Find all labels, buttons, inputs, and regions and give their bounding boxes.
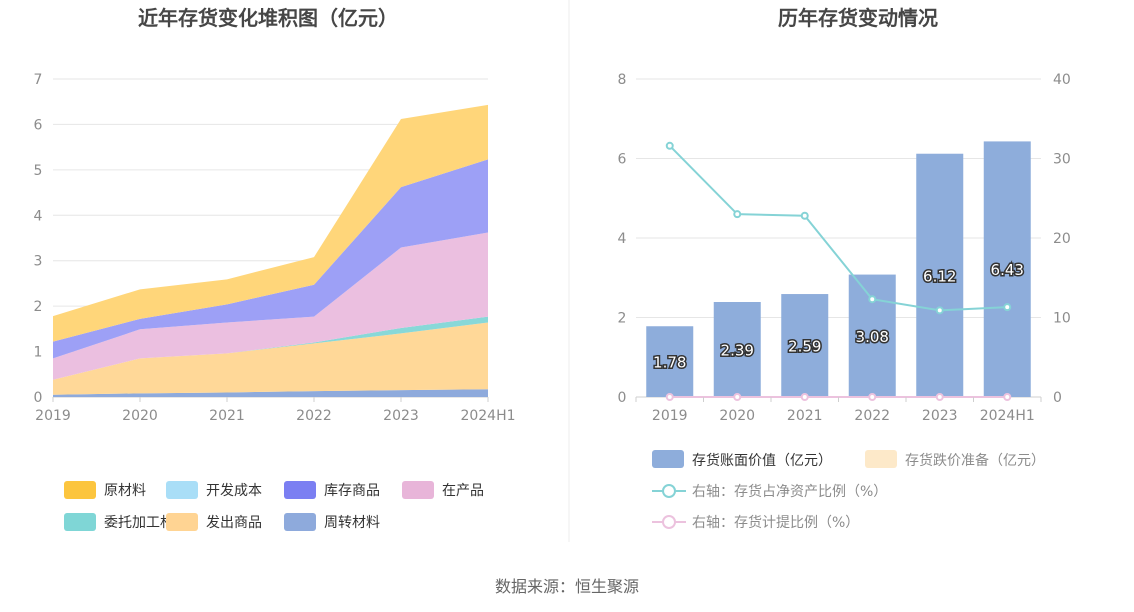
right-right-y-tick-label: 0 — [1053, 390, 1062, 406]
area-周转材料 — [53, 389, 488, 397]
line-point — [665, 141, 674, 150]
right-left-y-tick-label: 4 — [618, 231, 627, 247]
right-bar-labels: 1.78 2.39 2.59 3.08 6.12 6.43 — [652, 260, 1026, 373]
line-point — [935, 306, 944, 315]
legend-label-line-0: 右轴：存货占净资产比例（%） — [692, 483, 887, 500]
bar-value-label: 2.39 — [721, 341, 754, 359]
right-x-tick-label: 2024H1 — [980, 408, 1035, 424]
legend-label-周转材料: 周转材料 — [324, 515, 380, 531]
left-y-tick-label: 7 — [34, 72, 43, 88]
right-x-axis: 2019 2020 2021 2022 2023 2024H1 — [635, 397, 1042, 424]
legend-label-开发成本: 开发成本 — [206, 483, 262, 499]
line-point — [1003, 303, 1012, 312]
line-point — [868, 393, 877, 401]
left-y-tick-label: 2 — [34, 299, 43, 315]
right-x-tick-label: 2022 — [854, 408, 890, 424]
right-x-tick-label: 2023 — [922, 408, 958, 424]
right-x-tick-label: 2019 — [652, 408, 688, 424]
left-x-tick-label: 2024H1 — [460, 408, 515, 424]
line-series-0 — [669, 145, 1008, 312]
line-point — [868, 295, 877, 304]
left-chart-title: 近年存货变化堆积图（亿元） — [138, 6, 398, 30]
legend-line-marker-0 — [662, 484, 676, 498]
line-point — [935, 393, 944, 401]
left-y-tick-label: 0 — [34, 390, 43, 406]
bar-2022 — [848, 274, 896, 397]
left-y-axis: 0 1 2 3 4 5 6 7 — [34, 72, 43, 406]
bar-line-chart: 历年存货变动情况 1.782.39 2.593.086.12 6.43 02468 … — [618, 6, 1071, 531]
line-point — [665, 393, 674, 401]
line-point — [733, 210, 742, 219]
legend-swatch-发出商品 — [166, 513, 198, 531]
left-y-tick-label: 1 — [34, 345, 43, 361]
bar-value-label: 2.59 — [788, 338, 821, 356]
left-x-tick-label: 2023 — [383, 408, 419, 424]
left-y-tick-label: 5 — [34, 163, 43, 179]
legend-swatch-bar-value — [652, 450, 684, 468]
legend-label-line-1: 右轴：存货计提比例（%） — [692, 514, 859, 531]
right-right-y-tick-label: 30 — [1053, 152, 1071, 168]
left-y-tick-label: 3 — [34, 254, 43, 270]
bar-value-label: 6.43 — [991, 261, 1024, 279]
area-原材料 — [53, 104, 488, 342]
area-委托加工材料 — [53, 316, 488, 380]
right-left-y-axis: 0 2 4 6 8 — [618, 72, 627, 406]
area-在产品 — [53, 232, 488, 380]
right-x-tick-label: 2020 — [719, 408, 755, 424]
legend-label-bar-provision: 存货跌价准备（亿元） — [905, 452, 1045, 469]
source-note: 数据来源：恒生聚源 — [495, 577, 639, 596]
left-x-tick-label: 2020 — [122, 408, 158, 424]
left-areas — [53, 104, 488, 397]
left-x-tick-label: 2021 — [209, 408, 245, 424]
bar-value-label: 6.12 — [923, 267, 956, 285]
legend-label-bar-value: 存货账面价值（亿元） — [692, 452, 832, 469]
line-point — [733, 393, 742, 401]
bar-2021 — [781, 294, 829, 397]
legend-swatch-委托加工材料 — [64, 513, 96, 531]
bar-value-label: 1.78 — [653, 354, 686, 372]
legend-line-marker-1 — [662, 515, 676, 529]
right-x-tick-label: 2021 — [787, 408, 823, 424]
legend-label-库存商品: 库存商品 — [324, 483, 380, 499]
right-right-y-tick-label: 40 — [1053, 72, 1071, 88]
bar-2019 — [646, 326, 694, 397]
right-right-y-tick-label: 20 — [1053, 231, 1071, 247]
bar-2024H1 — [983, 141, 1031, 397]
left-x-axis: 2019 2020 2021 2022 2023 2024H1 — [35, 397, 516, 424]
right-left-y-tick-label: 6 — [618, 152, 627, 168]
right-right-y-tick-label: 10 — [1053, 311, 1071, 327]
right-right-y-axis: 0 10 20 30 40 — [1053, 72, 1071, 406]
area-库存商品 — [53, 159, 488, 359]
legend-swatch-库存商品 — [284, 481, 316, 499]
line-point — [800, 211, 809, 220]
legend-label-原材料: 原材料 — [104, 483, 146, 499]
left-x-tick-label: 2022 — [296, 408, 332, 424]
left-y-tick-label: 6 — [34, 117, 43, 133]
bar-2020 — [713, 301, 761, 397]
legend-label-在产品: 在产品 — [442, 483, 484, 499]
bar-value-label: 3.08 — [856, 328, 889, 346]
line-point — [1003, 393, 1012, 401]
right-left-y-tick-label: 8 — [618, 72, 627, 88]
legend-swatch-周转材料 — [284, 513, 316, 531]
left-x-tick-label: 2019 — [35, 408, 71, 424]
legend-label-发出商品: 发出商品 — [206, 515, 262, 531]
line-point — [800, 393, 809, 401]
right-bars — [646, 141, 1031, 397]
right-left-y-tick-label: 0 — [618, 390, 627, 406]
legend-swatch-开发成本 — [166, 481, 198, 499]
right-legend[interactable]: 存货账面价值（亿元） 存货跌价准备（亿元） 右轴：存货占净资产比例（%） 右轴：存货计… — [652, 450, 1045, 531]
legend-swatch-在产品 — [402, 481, 434, 499]
right-left-y-tick-label: 2 — [618, 311, 627, 327]
bar-2023 — [916, 153, 964, 397]
right-chart-title: 历年存货变动情况 — [778, 6, 938, 30]
legend-swatch-原材料 — [64, 481, 96, 499]
area-发出商品 — [53, 322, 488, 395]
right-grid — [636, 78, 1041, 398]
legend-swatch-bar-provision — [865, 450, 897, 468]
left-y-tick-label: 4 — [34, 208, 43, 224]
